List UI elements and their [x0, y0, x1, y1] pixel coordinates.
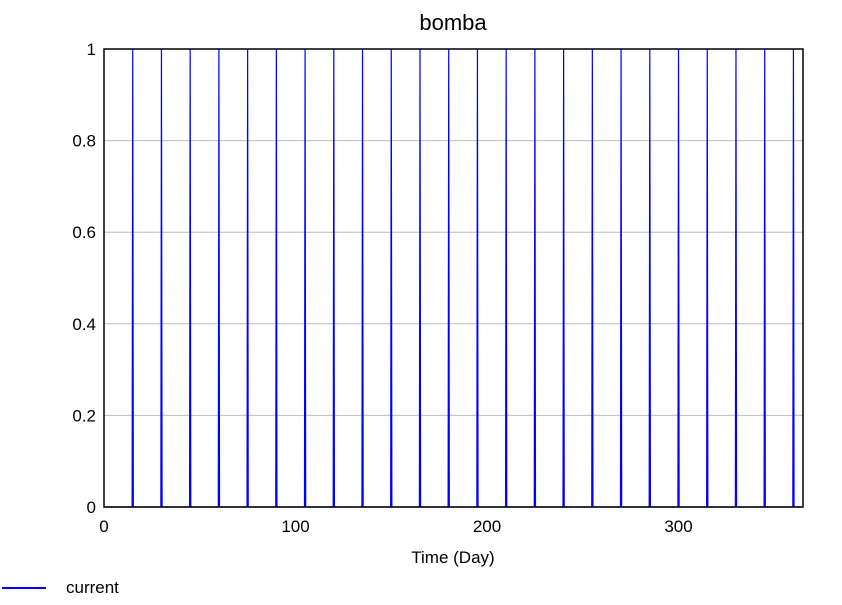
plot-frame	[103, 48, 804, 508]
series-line-current	[104, 48, 803, 508]
legend: current	[0, 576, 119, 600]
y-tick-label: 1	[87, 40, 96, 59]
x-tick-label: 100	[281, 517, 309, 536]
grid-lines	[104, 140, 803, 416]
legend-label: current	[66, 578, 119, 597]
x-tick-label: 200	[473, 517, 501, 536]
chart-title: bomba	[419, 10, 487, 35]
x-tick-label: 300	[664, 517, 692, 536]
x-tick-label: 0	[99, 517, 108, 536]
y-tick-label: 0.2	[72, 406, 96, 425]
tick-labels: 0 0.2 0.4 0.6 0.8 1 0 100 200 300	[72, 40, 692, 536]
y-tick-label: 0.8	[72, 132, 96, 151]
legend-swatch	[2, 587, 46, 589]
chart: bomba 0 0.2 0.4 0.6 0.8 1 0 100 200 300 Time (Day…	[72, 10, 804, 567]
y-tick-label: 0.6	[72, 223, 96, 242]
series-layer	[104, 48, 803, 508]
y-tick-label: 0	[87, 498, 96, 517]
x-axis-label: Time (Day)	[411, 548, 494, 567]
y-tick-label: 0.4	[72, 315, 96, 334]
